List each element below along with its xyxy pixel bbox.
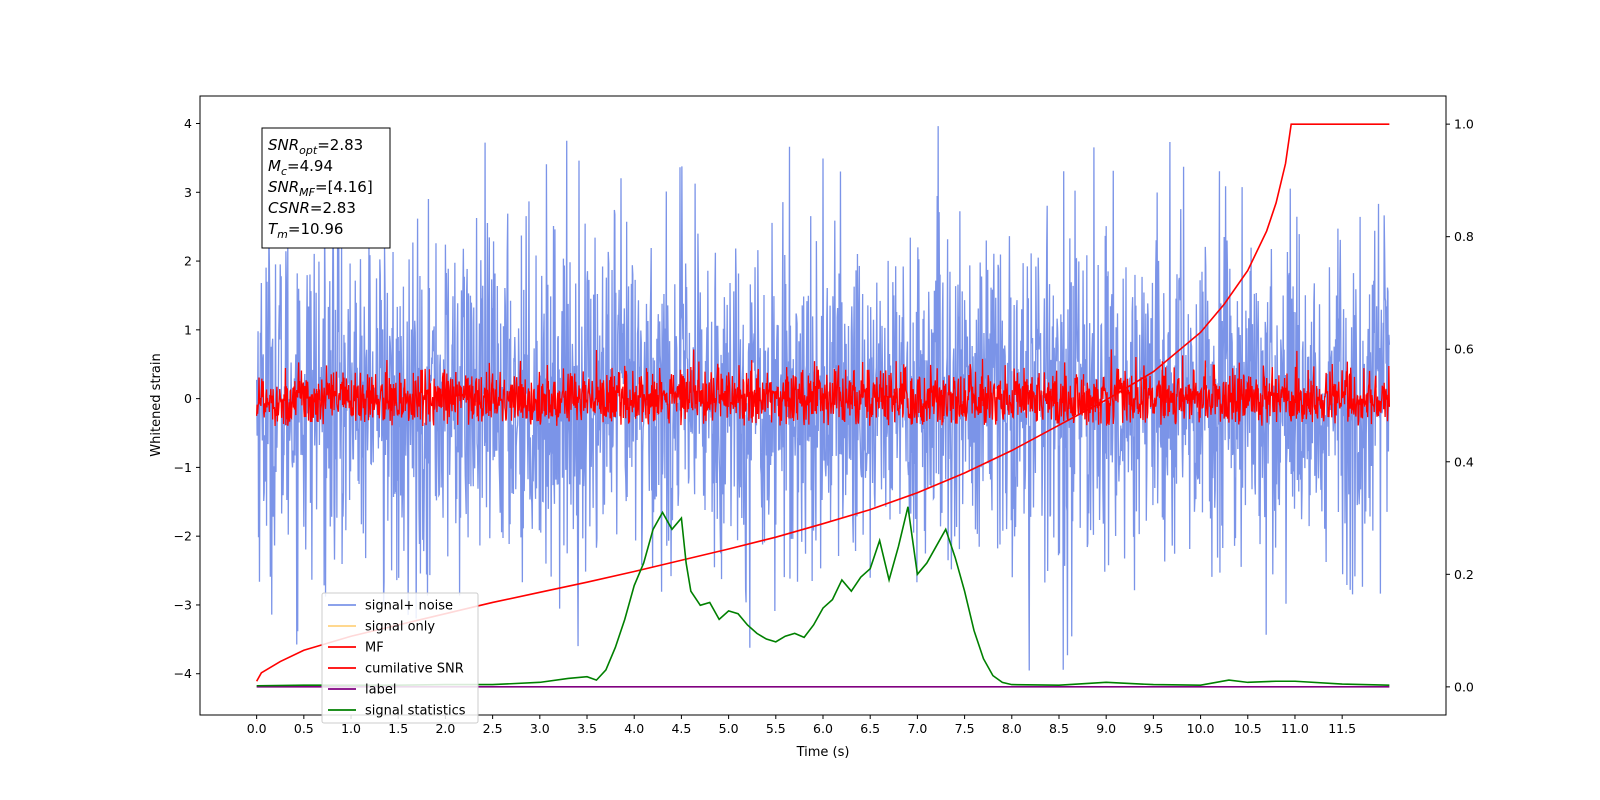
y2-tick-label: 0.2 bbox=[1454, 567, 1474, 582]
series-mf bbox=[255, 349, 1391, 426]
x-tick-label: 0.0 bbox=[247, 721, 267, 736]
legend: signal+ noise signal only MF cumilative SNR… bbox=[321, 592, 479, 724]
x-tick-label: 10.0 bbox=[1187, 721, 1215, 736]
x-tick-label: 2.5 bbox=[483, 721, 503, 736]
y2-tick-label: 0.0 bbox=[1454, 679, 1474, 694]
y-tick-label: −1 bbox=[174, 460, 192, 475]
info-line: Mc=4.94 bbox=[268, 157, 333, 178]
x-tick-label: 3.0 bbox=[530, 721, 550, 736]
x-tick-label: 1.0 bbox=[341, 721, 361, 736]
y2-tick-label: 0.4 bbox=[1454, 454, 1474, 469]
y2-tick-label: 0.6 bbox=[1454, 342, 1474, 357]
x-tick-label: 7.5 bbox=[955, 721, 975, 736]
x-tick-label: 8.5 bbox=[1049, 721, 1069, 736]
x-tick-label: 4.5 bbox=[671, 721, 691, 736]
info-line: SNRopt=2.83 bbox=[268, 136, 363, 157]
y-tick-label: 4 bbox=[184, 116, 192, 131]
y-tick-label: 2 bbox=[184, 254, 192, 269]
x-tick-label: 5.5 bbox=[766, 721, 786, 736]
info-line: CSNR=2.83 bbox=[268, 199, 356, 217]
x-tick-label: 5.0 bbox=[719, 721, 739, 736]
legend-label: label bbox=[365, 683, 396, 698]
x-tick-label: 11.5 bbox=[1328, 721, 1356, 736]
series-signal-statistics bbox=[256, 506, 1390, 687]
x-tick-label: 4.0 bbox=[624, 721, 644, 736]
legend-label: MF bbox=[365, 641, 384, 656]
info-box-frame bbox=[261, 127, 391, 249]
x-tick-label: 7.0 bbox=[907, 721, 927, 736]
x-tick-label: 0.5 bbox=[294, 721, 314, 736]
x-tick-label: 6.5 bbox=[860, 721, 880, 736]
y-tick-label: −3 bbox=[174, 597, 192, 612]
y-tick-label: 0 bbox=[184, 391, 192, 406]
x-axis-label: Time (s) bbox=[796, 745, 850, 760]
y-axis-right: 0.0 0.2 0.4 0.6 0.8 1.0 bbox=[1446, 117, 1474, 694]
legend-label: cumilative SNR bbox=[365, 662, 464, 677]
x-tick-label: 2.0 bbox=[435, 721, 455, 736]
x-tick-label: 11.0 bbox=[1281, 721, 1309, 736]
info-line: SNRMF=[4.16] bbox=[268, 178, 373, 199]
legend-label: signal statistics bbox=[365, 704, 466, 719]
series-signal-noise bbox=[255, 126, 1391, 671]
legend-label: signal only bbox=[365, 620, 435, 635]
x-tick-label: 9.5 bbox=[1143, 721, 1163, 736]
x-tick-label: 8.0 bbox=[1002, 721, 1022, 736]
y-tick-label: 3 bbox=[184, 185, 192, 200]
x-tick-label: 9.0 bbox=[1096, 721, 1116, 736]
x-tick-label: 6.0 bbox=[813, 721, 833, 736]
y2-tick-label: 0.8 bbox=[1454, 229, 1474, 244]
x-tick-label: 10.5 bbox=[1234, 721, 1262, 736]
x-tick-label: 3.5 bbox=[577, 721, 597, 736]
legend-label: signal+ noise bbox=[365, 599, 453, 614]
y-axis-label: Whitened strain bbox=[149, 353, 164, 456]
y-tick-label: −4 bbox=[174, 666, 192, 681]
x-tick-label: 1.5 bbox=[388, 721, 408, 736]
y-axis-left: −4 −3 −2 −1 0 1 2 3 4 bbox=[174, 116, 200, 681]
legend-frame bbox=[321, 592, 479, 724]
y2-tick-label: 1.0 bbox=[1454, 117, 1474, 132]
info-line: Tm=10.96 bbox=[268, 220, 343, 241]
y-tick-label: −2 bbox=[174, 529, 192, 544]
y-tick-label: 1 bbox=[184, 322, 192, 337]
x-axis: 0.0 0.5 1.0 1.5 2.0 2.5 3.0 3.5 4.0 4.5 5.0 5.5 6.0 6… bbox=[247, 715, 1356, 736]
